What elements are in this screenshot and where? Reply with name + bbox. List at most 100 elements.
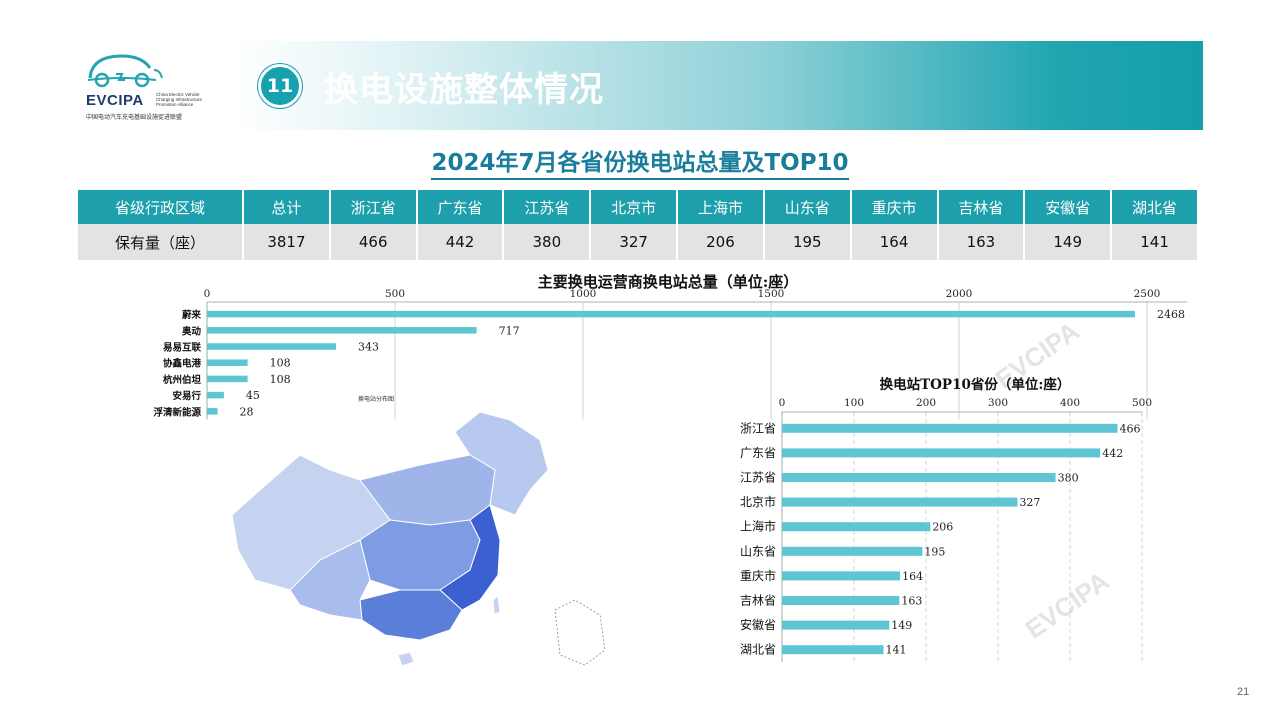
bar [782,473,1056,482]
bar [782,571,901,581]
subtitle-text: 2024年7月各省份换电站总量及TOP10 [431,150,849,180]
table-cell: 466 [329,224,418,260]
bar [782,423,1118,433]
category-label: 吉林省 [740,594,776,608]
tick-label: 1500 [758,288,785,300]
tick-label: 2000 [946,288,973,300]
category-label: 杭州伯坦 [163,374,202,386]
table-column-header: 重庆市 [850,190,939,224]
bar [782,497,1018,507]
page-title: 换电设施整体情况 [324,70,604,110]
category-label: 浮清新能源 [153,406,201,418]
bar [782,546,923,556]
bar [782,620,890,630]
data-label: 141 [886,644,907,657]
table-column-header: 吉林省 [937,190,1026,224]
map-south-sea-islands [554,599,606,666]
page-number: 21 [1237,686,1250,698]
data-label: 717 [499,324,520,337]
table-cell: 149 [1024,224,1113,260]
category-label: 协鑫电港 [163,358,202,370]
tick-label: 0 [779,397,786,409]
operator-bar-chart: 主要换电运营商换电站总量（单位:座）0 500 1000 1500 2000 2500蔚来… [153,273,1187,420]
bar [207,327,477,334]
data-label: 108 [270,373,291,386]
map-region-hainan [397,651,415,667]
bar [782,596,900,605]
logo-english-name: China Electric Vehicle Charging Infrastr… [156,92,203,107]
data-label: 149 [891,619,912,632]
top10-province-bar-chart: 换电站TOP10省份（单位:座） 0 100 200 300 400 500 浙江省 466 广东… [740,376,1152,662]
data-label: 163 [901,595,922,608]
evcipa-logo-icon [87,54,163,88]
data-label: 164 [902,570,923,583]
table-cell: 163 [937,224,1026,260]
map-region-south [359,589,463,641]
title-banner [232,41,1203,130]
data-label: 327 [1019,496,1040,509]
data-label: 108 [270,357,291,370]
table-column-header: 浙江省 [329,190,418,224]
table-cell: 195 [763,224,852,260]
table-column-header: 上海市 [677,190,765,224]
tick-label: 1000 [570,288,597,300]
table-column-header: 湖北省 [1111,190,1199,224]
section-number-badge: 11 [258,64,302,108]
table-column-header: 山东省 [763,190,852,224]
table-header-row: 省级行政区域 总计 浙江省 广东省 江苏省 北京市 上海市 山东省 重庆市 吉林… [78,190,1199,224]
bar [207,408,218,415]
bar [207,359,248,366]
map-region-taiwan [492,595,501,615]
bar [207,343,336,350]
map-region-east-coast [439,504,501,611]
category-label: 浙江省 [740,421,776,435]
category-label: 湖北省 [740,642,776,657]
category-label: 重庆市 [740,568,776,583]
data-label: 343 [358,341,379,354]
bar [207,391,224,399]
table-cell: 380 [503,224,592,260]
table-cell: 164 [850,224,939,260]
table-row: 保有量（座） 3817 466 442 380 327 206 195 164 … [78,224,1199,260]
table-cell: 442 [416,224,505,260]
category-label: 山东省 [740,544,776,558]
tick-label: 500 [385,288,405,300]
category-label: 安徽省 [740,617,776,632]
category-label: 蔚来 [182,309,202,321]
page-subtitle: 2024年7月各省份换电站总量及TOP10 [0,143,1280,180]
bar [782,448,1101,458]
category-label: 上海市 [740,519,776,534]
bar [207,375,248,383]
category-label: 江苏省 [740,471,776,485]
china-map: 换电站分布图 [231,395,606,667]
tick-label: 400 [1060,397,1080,409]
category-label: 奥动 [181,325,202,337]
table-column-header: 总计 [243,190,331,224]
logo-text: EVCIPA [86,92,144,109]
logo-chinese-name: 中国电动汽车充电基础设施促进联盟 [86,114,183,121]
table-cell: 3817 [243,224,331,260]
data-label: 206 [932,521,953,534]
data-label: 466 [1120,422,1141,435]
table-column-header: 广东省 [416,190,505,224]
table-column-header: 北京市 [590,190,679,224]
data-label: 195 [924,545,945,558]
chart-title: 主要换电运营商换电站总量（单位:座） [538,273,799,291]
table-cell: 141 [1111,224,1199,260]
table-column-header: 江苏省 [503,190,592,224]
map-region-southwest [289,539,371,621]
table-cell: 327 [590,224,679,260]
data-label: 442 [1102,447,1123,460]
tick-label: 100 [844,397,864,409]
category-label: 广东省 [740,446,776,460]
tick-label: 200 [916,397,936,409]
bar [782,522,931,532]
chart-title: 换电站TOP10省份（单位:座） [880,376,1071,393]
tick-label: 0 [204,288,211,300]
table-row-header: 省级行政区域 [78,190,244,224]
data-label: 380 [1058,472,1079,485]
category-label: 北京市 [740,494,776,509]
data-label: 2468 [1157,308,1185,321]
table-cell: 206 [677,224,765,260]
